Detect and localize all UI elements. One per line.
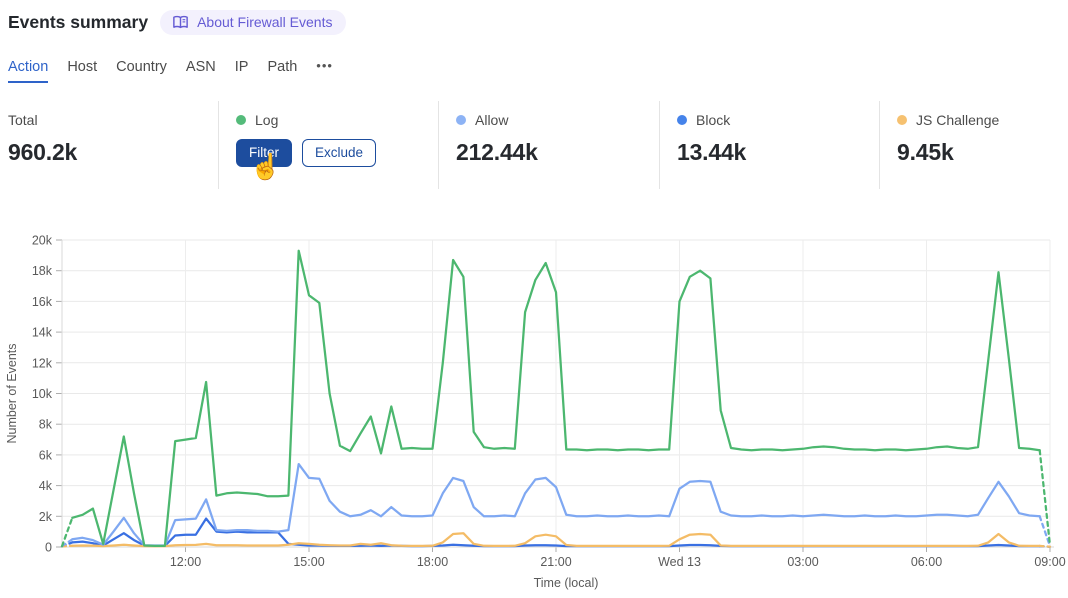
stat-card-total: Total 960.2k (0, 101, 218, 189)
tab-ip[interactable]: IP (234, 59, 249, 75)
tab-path[interactable]: Path (267, 59, 298, 75)
tab-asn[interactable]: ASN (185, 59, 216, 75)
exclude-button[interactable]: Exclude (302, 139, 377, 167)
series-line-allow-dashed-end (1038, 515, 1052, 548)
y-tick-label: 4k (39, 479, 53, 493)
stat-card-log[interactable]: Log Filter Exclude ☝ (218, 101, 438, 189)
stat-label-allow: Allow (475, 112, 509, 128)
stat-value-block: 13.44k (677, 139, 747, 165)
x-tick-label: 12:00 (170, 555, 201, 569)
stat-label-block: Block (696, 112, 731, 128)
tabs-overflow-button[interactable]: ••• (316, 58, 333, 73)
y-tick-label: 0 (45, 541, 52, 555)
y-tick-label: 18k (32, 264, 53, 278)
series-line-allow (71, 462, 1041, 547)
series-line-log-dashed-start (60, 516, 74, 548)
x-tick-label: 18:00 (417, 555, 448, 569)
x-tick-label: 09:00 (1034, 555, 1065, 569)
stat-card-block[interactable]: Block 13.44k (659, 101, 879, 189)
page-header: Events summary About Firewall Events (8, 10, 347, 35)
about-firewall-events-link[interactable]: About Firewall Events (160, 10, 347, 35)
x-tick-label: 15:00 (293, 555, 324, 569)
y-tick-label: 6k (39, 448, 53, 462)
about-link-label: About Firewall Events (197, 14, 333, 30)
series-line-log (71, 249, 1041, 548)
block-legend-dot (677, 115, 687, 125)
stat-value-allow: 212.44k (456, 139, 538, 165)
js-challenge-legend-dot (897, 115, 907, 125)
page-title: Events summary (8, 12, 149, 32)
y-axis-title: Number of Events (5, 343, 19, 443)
tab-host[interactable]: Host (67, 59, 98, 75)
y-tick-label: 8k (39, 418, 53, 432)
stat-value-total: 960.2k (8, 139, 78, 165)
x-tick-label: 06:00 (911, 555, 942, 569)
series-line-js-challenge-dashed-end (1038, 544, 1052, 548)
x-tick-label: Wed 13 (658, 555, 701, 569)
events-time-series-chart[interactable]: 0 2k 4k 6k 8k 10k 12k 14k 16k 18k 20k 12:00 15:00 18:… (0, 230, 1068, 598)
log-legend-dot (236, 115, 246, 125)
allow-legend-dot (456, 115, 466, 125)
y-tick-label: 2k (39, 510, 53, 524)
y-tick-label: 10k (32, 387, 53, 401)
tab-action[interactable]: Action (8, 59, 49, 83)
series-line-log-dashed-end (1038, 449, 1052, 547)
x-axis-title: Time (local) (534, 576, 599, 590)
series-line-allow-dashed-start (60, 538, 74, 548)
x-tick-label: 03:00 (787, 555, 818, 569)
y-tick-label: 12k (32, 356, 53, 370)
y-tick-label: 20k (32, 234, 53, 248)
y-tick-label: 16k (32, 295, 53, 309)
book-icon (172, 15, 189, 30)
stat-label-total: Total (8, 112, 38, 128)
stat-label-js-challenge: JS Challenge (916, 112, 1000, 128)
stat-value-js-challenge: 9.45k (897, 139, 954, 165)
series-line-js-challenge (71, 532, 1041, 548)
x-tick-label: 21:00 (540, 555, 571, 569)
y-tick-label: 14k (32, 326, 53, 340)
tab-country[interactable]: Country (116, 59, 167, 75)
stat-card-js-challenge[interactable]: JS Challenge 9.45k (879, 101, 1068, 189)
stat-card-allow[interactable]: Allow 212.44k (438, 101, 659, 189)
dimension-tabs: Action Host Country ASN IP Path ••• (8, 58, 333, 83)
filter-button[interactable]: Filter (236, 139, 292, 167)
stat-label-log: Log (255, 112, 279, 128)
stats-row: Total 960.2k Log Filter Exclude ☝ Allow … (0, 101, 1068, 189)
